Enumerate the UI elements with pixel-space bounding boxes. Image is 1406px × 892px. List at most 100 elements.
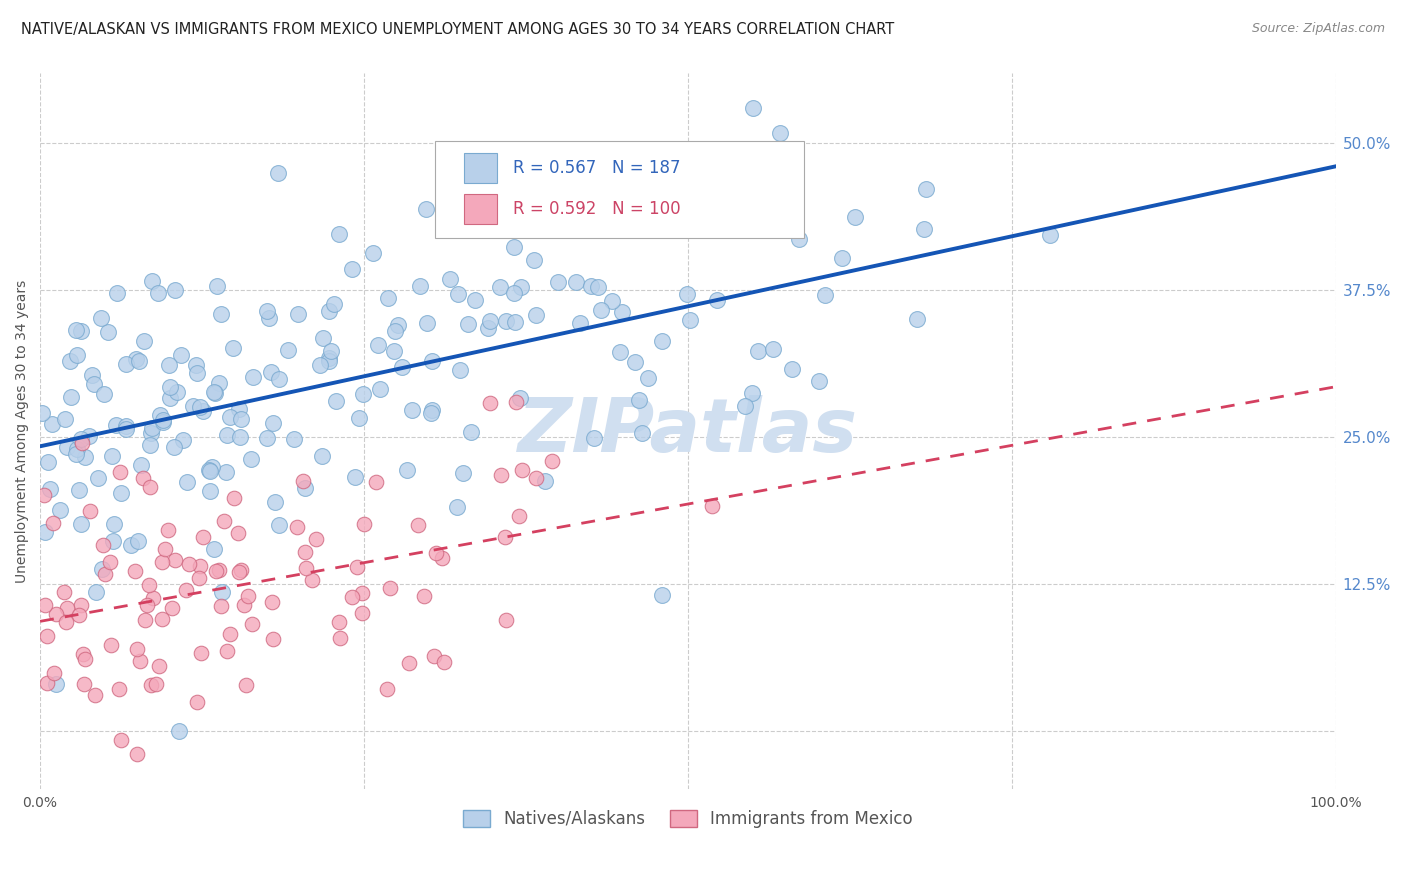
Point [188,571,211,585]
Point [581,279,603,293]
Point [523,252,546,267]
Point [188,400,211,414]
Point [505,314,527,328]
Point [368,382,391,396]
Point [789,231,811,245]
Point [139,437,162,451]
Point [242,370,264,384]
Point [186,695,208,709]
Point [115,419,138,434]
Point [131,471,153,485]
Point [579,181,602,195]
Point [510,280,533,294]
Point [915,182,938,196]
Point [84,585,107,599]
Point [489,280,512,294]
Point [150,555,173,569]
Point [136,598,159,612]
Point [139,677,162,691]
Point [502,240,524,254]
Point [219,409,242,424]
Point [495,314,517,328]
Point [73,677,96,691]
Point [42,516,65,531]
Point [214,514,236,528]
Point [489,467,512,482]
Point [98,555,121,569]
Point [72,648,94,662]
Point [132,334,155,348]
Point [524,308,547,322]
Point [65,323,87,337]
Point [236,590,259,604]
Point [451,467,474,481]
Point [267,517,290,532]
Point [439,271,461,285]
Point [447,287,470,301]
Point [312,331,335,345]
Point [318,351,340,365]
Point [534,474,557,488]
Point [100,638,122,652]
Point [262,416,284,430]
Legend: Natives/Alaskans, Immigrants from Mexico: Natives/Alaskans, Immigrants from Mexico [457,803,920,835]
Point [37,455,59,469]
Point [93,567,115,582]
Point [67,607,90,622]
Point [346,560,368,574]
Point [191,530,214,544]
Point [235,678,257,692]
Point [229,563,252,577]
Point [262,632,284,646]
Point [415,202,437,216]
Point [219,627,242,641]
Point [35,676,58,690]
Point [159,391,181,405]
Point [352,387,374,401]
Point [741,386,763,401]
Point [589,302,612,317]
Point [226,526,249,541]
Point [269,372,291,386]
Point [59,353,82,368]
Point [177,557,200,571]
Point [378,581,401,595]
Point [1039,227,1062,242]
Point [120,538,142,552]
Point [209,599,232,613]
Point [301,574,323,588]
Point [107,682,129,697]
Point [45,607,67,622]
Point [215,644,238,658]
Point [294,481,316,495]
Point [153,542,176,557]
Point [142,591,165,605]
Point [479,313,502,327]
Point [53,584,76,599]
Point [329,631,352,645]
Text: Source: ZipAtlas.com: Source: ZipAtlas.com [1251,22,1385,36]
Point [83,688,105,702]
Point [49,503,72,517]
Point [651,588,673,602]
Point [229,430,252,444]
Point [697,187,720,202]
Point [138,578,160,592]
Point [398,656,420,670]
Point [344,470,367,484]
Point [69,598,91,612]
Point [541,453,564,467]
Point [204,386,226,401]
Point [209,307,232,321]
Point [583,431,606,445]
Point [747,343,769,358]
Point [277,343,299,357]
Point [34,598,56,612]
Point [446,500,468,514]
Point [267,166,290,180]
Point [256,431,278,445]
Point [75,450,97,464]
Point [328,615,350,630]
Point [170,347,193,361]
Point [294,545,316,559]
